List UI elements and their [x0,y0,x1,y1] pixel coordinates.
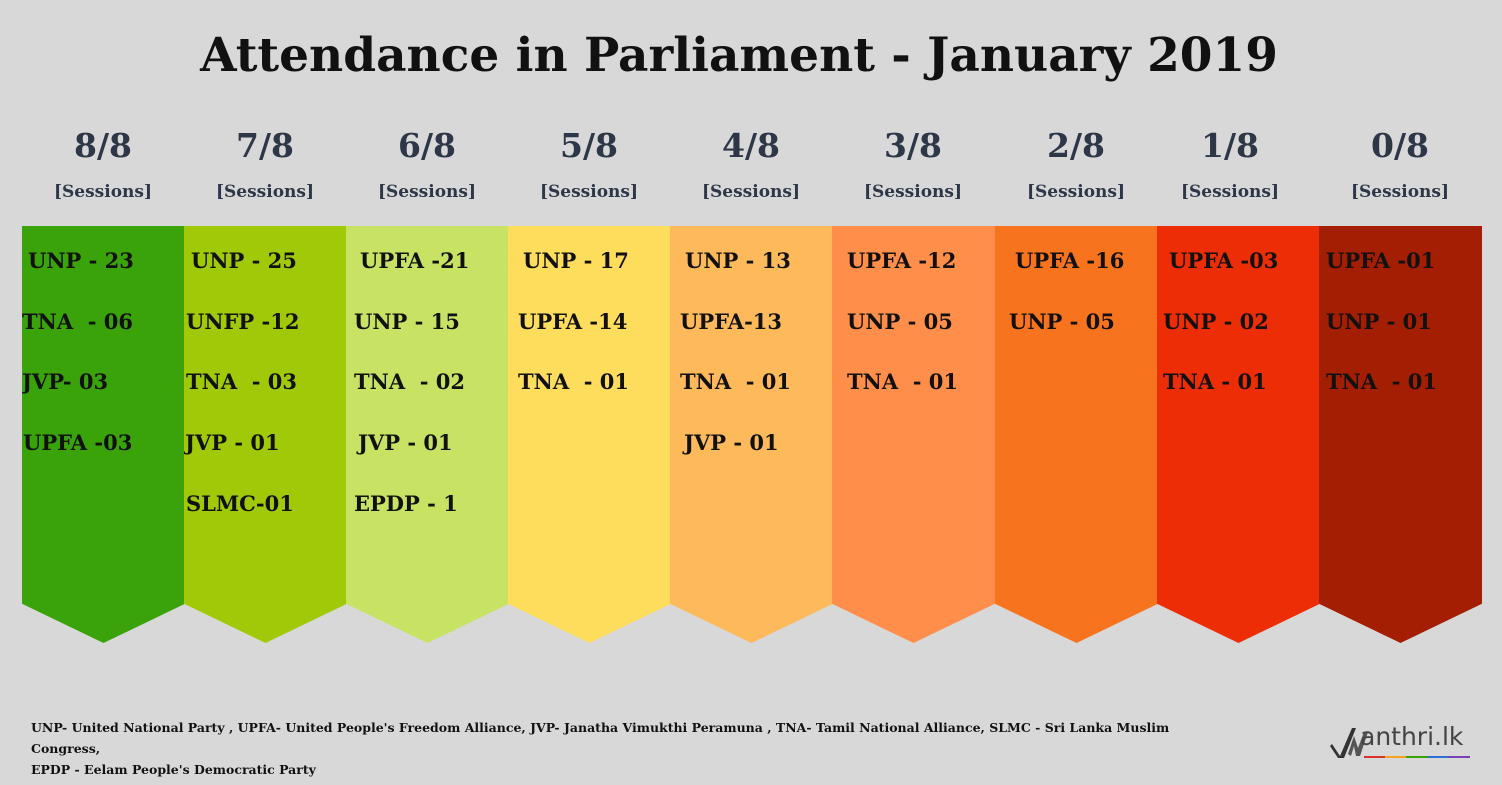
party-count: UNP - 05 [847,309,953,334]
party-count: UPFA -03 [1169,248,1279,273]
party-count: JVP - 01 [684,430,779,455]
sessions-fraction: 5/8 [560,126,618,165]
sessions-fraction: 2/8 [1047,126,1105,165]
sessions-label: [Sessions] [53,182,153,202]
sessions-fraction: 7/8 [236,126,294,165]
party-count: UPFA -01 [1326,248,1436,273]
logo-color-stripe [1364,756,1471,758]
sessions-label: [Sessions] [701,182,801,202]
sessions-label: [Sessions] [1180,182,1280,202]
party-count: UNP - 05 [1009,309,1115,334]
stripe-segment [1406,756,1428,758]
attendance-band: UNP - 13 UPFA-13 TNA - 01 JVP - 01 [670,226,833,643]
party-count: TNA - 01 [518,369,629,394]
sessions-fraction: 3/8 [884,126,942,165]
party-count: TNA - 03 [186,369,297,394]
stripe-segment [1448,756,1471,758]
attendance-band: UNP - 23 TNA - 06 JVP- 03 UPFA -03 [22,226,185,643]
party-count: UPFA -14 [518,309,628,334]
party-count: TNA - 02 [354,369,465,394]
party-count: JVP- 03 [22,369,109,394]
sessions-fraction: 8/8 [74,126,132,165]
sessions-label: [Sessions] [215,182,315,202]
legend-line-1: UNP- United National Party , UPFA- Unite… [31,720,1170,756]
party-count: UNP - 15 [354,309,460,334]
column-header: 1/8 [Sessions] [1149,126,1311,202]
sessions-label: [Sessions] [863,182,963,202]
party-count: UPFA-13 [680,309,783,334]
party-count: JVP - 01 [358,430,453,455]
stripe-segment [1364,756,1386,758]
stripe-segment [1385,756,1407,758]
party-count: UNFP -12 [186,309,300,334]
party-count: UNP - 25 [191,248,297,273]
checkmark-m-icon [1330,728,1368,758]
attendance-band: UPFA -01 UNP - 01 TNA - 01 [1319,226,1482,643]
party-count: UNP - 13 [685,248,791,273]
column-header: 2/8 [Sessions] [995,126,1157,202]
column-header: 7/8 [Sessions] [184,126,346,202]
party-count: UNP - 17 [523,248,629,273]
party-count: UPFA -21 [360,248,470,273]
party-count: UNP - 02 [1163,309,1269,334]
attendance-band: UPFA -16 UNP - 05 [995,226,1158,643]
attendance-band: UPFA -21 UNP - 15 TNA - 02 JVP - 01 EPDP - 1 [346,226,509,643]
attendance-band: UPFA -03 UNP - 02 TNA - 01 [1157,226,1320,643]
column-header: 4/8 [Sessions] [670,126,832,202]
legend-line-2: EPDP - Eelam People's Democratic Party [31,762,316,777]
attendance-band: UPFA -12 UNP - 05 TNA - 01 [832,226,995,643]
party-count: EPDP - 1 [354,491,458,516]
column-header: 8/8 [Sessions] [22,126,184,202]
sessions-label: [Sessions] [1350,182,1450,202]
party-count: TNA - 01 [1326,369,1437,394]
attendance-band: UNP - 25 UNFP -12 TNA - 03 JVP - 01 SLMC-01 [184,226,347,643]
column-header: 5/8 [Sessions] [508,126,670,202]
party-count: TNA - 06 [22,309,133,334]
sessions-fraction: 1/8 [1201,126,1259,165]
column-header: 6/8 [Sessions] [346,126,508,202]
stripe-segment [1427,756,1449,758]
party-count: SLMC-01 [186,491,294,516]
page-title: Attendance in Parliament - January 2019 [200,28,1278,83]
party-count: TNA - 01 [680,369,791,394]
party-count: JVP - 01 [185,430,280,455]
party-abbreviation-legend: UNP- United National Party , UPFA- Unite… [31,717,1211,780]
party-count: UPFA -03 [23,430,133,455]
party-count: UNP - 01 [1326,309,1432,334]
attendance-band: UNP - 17 UPFA -14 TNA - 01 [508,226,671,643]
logo-wordmark: anthri.lk [1360,722,1464,751]
manthri-logo: anthri.lk [1330,722,1475,762]
party-count: UPFA -16 [1015,248,1125,273]
party-count: TNA - 01 [1163,369,1267,394]
sessions-label: [Sessions] [1026,182,1126,202]
column-header: 3/8 [Sessions] [832,126,994,202]
sessions-fraction: 4/8 [722,126,780,165]
party-count: TNA - 01 [847,369,958,394]
party-count: UPFA -12 [847,248,957,273]
sessions-label: [Sessions] [539,182,639,202]
party-count: UNP - 23 [28,248,134,273]
sessions-label: [Sessions] [377,182,477,202]
sessions-fraction: 6/8 [398,126,456,165]
column-header: 0/8 [Sessions] [1319,126,1481,202]
sessions-fraction: 0/8 [1371,126,1429,165]
